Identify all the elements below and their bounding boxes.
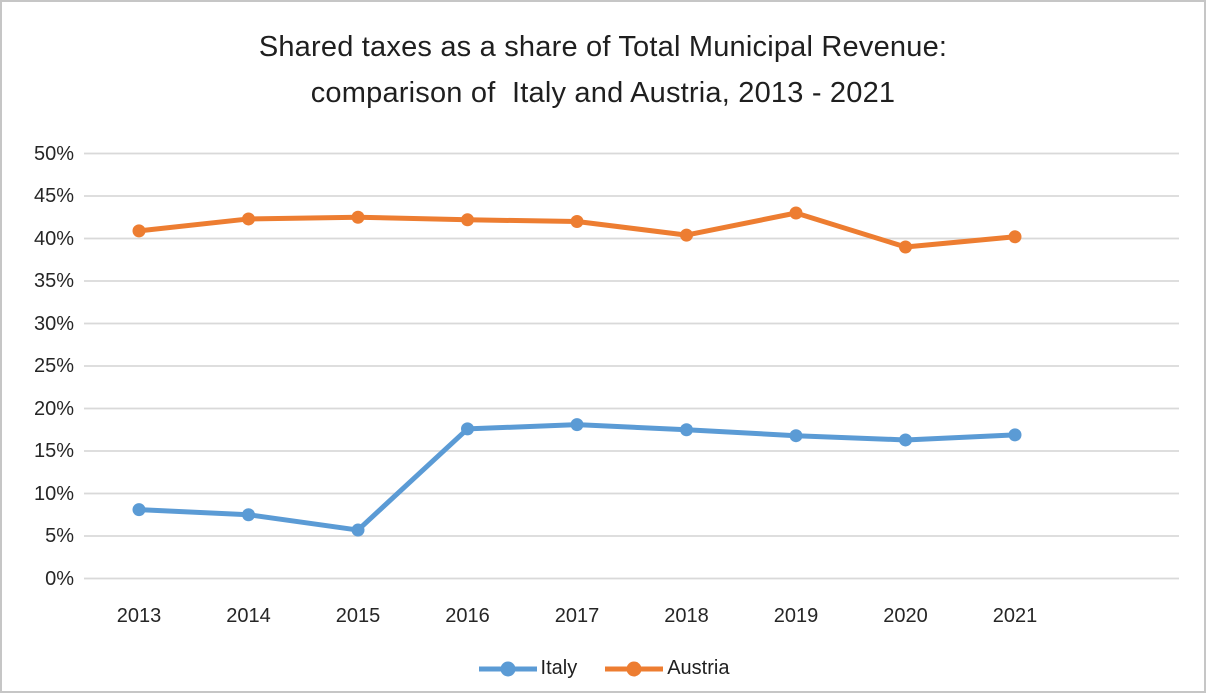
data-point-italy-2017 bbox=[570, 418, 584, 432]
chart-title-line2: comparison of Italy and Austria, 2013 - … bbox=[310, 77, 896, 109]
y-axis-tick-label: 40% bbox=[33, 227, 74, 250]
data-point-italy-2018 bbox=[680, 423, 693, 437]
series-line-italy bbox=[136, 422, 1018, 533]
legend-swatch-italy bbox=[478, 661, 537, 676]
y-axis-labels: 0% 5% 10% 15% 20% 25% 30% 35% 40% 45% 50% bbox=[2, 2, 74, 691]
data-point-austria-2014 bbox=[242, 212, 255, 226]
y-axis-tick-label: 30% bbox=[33, 312, 74, 335]
data-point-austria-2015 bbox=[351, 210, 365, 224]
x-axis-tick-label: 2016 bbox=[445, 605, 490, 627]
x-axis-tick-label: 2020 bbox=[883, 605, 928, 627]
x-axis-tick-label: 2018 bbox=[664, 605, 709, 627]
legend-item-austria: Austria bbox=[603, 657, 729, 680]
x-axis-tick-label: 2017 bbox=[554, 605, 600, 627]
chart-title-line1: Shared taxes as a share of Total Municip… bbox=[258, 31, 948, 63]
x-axis-tick-label: 2015 bbox=[335, 605, 381, 627]
data-point-austria-2018 bbox=[680, 228, 693, 242]
y-axis-tick-label: 25% bbox=[33, 355, 74, 377]
y-axis-tick-label: 15% bbox=[33, 440, 74, 462]
y-axis-tick-label: 35% bbox=[33, 270, 74, 292]
y-axis-tick-label: 5% bbox=[45, 525, 74, 547]
legend-label-italy: Italy bbox=[540, 657, 578, 679]
y-axis-tick-label: 45% bbox=[33, 185, 74, 207]
x-axis-tick-label: 2019 bbox=[773, 605, 819, 627]
x-axis-tick-label: 2021 bbox=[992, 605, 1038, 627]
y-axis-tick-label: 50% bbox=[33, 142, 74, 165]
data-point-austria-2020 bbox=[899, 240, 912, 254]
data-point-italy-2016 bbox=[461, 422, 474, 436]
y-axis-tick-label: 20% bbox=[33, 397, 74, 420]
data-point-italy-2013 bbox=[132, 503, 146, 517]
data-point-austria-2013 bbox=[132, 224, 146, 238]
data-point-italy-2019 bbox=[789, 429, 803, 443]
legend-swatch-austria bbox=[605, 661, 664, 676]
data-point-austria-2017 bbox=[570, 215, 584, 228]
data-point-italy-2020 bbox=[899, 433, 912, 447]
data-point-austria-2019 bbox=[789, 206, 803, 220]
x-axis-tick-label: 2013 bbox=[116, 605, 162, 627]
data-point-italy-2021 bbox=[1008, 428, 1022, 442]
x-axis-tick-label: 2014 bbox=[226, 605, 271, 627]
y-axis-tick-label: 10% bbox=[33, 482, 74, 505]
chart-title: Shared taxes as a share of Total Municip… bbox=[2, 24, 1204, 116]
data-point-italy-2014 bbox=[242, 508, 255, 522]
y-axis-tick-label: 0% bbox=[45, 567, 74, 590]
legend-item-italy: Italy bbox=[477, 657, 578, 680]
legend: Italy Austria bbox=[2, 657, 1204, 680]
data-point-austria-2016 bbox=[461, 213, 474, 227]
legend-label-austria: Austria bbox=[667, 657, 730, 679]
data-point-austria-2021 bbox=[1008, 230, 1022, 244]
data-point-italy-2015 bbox=[351, 523, 365, 537]
